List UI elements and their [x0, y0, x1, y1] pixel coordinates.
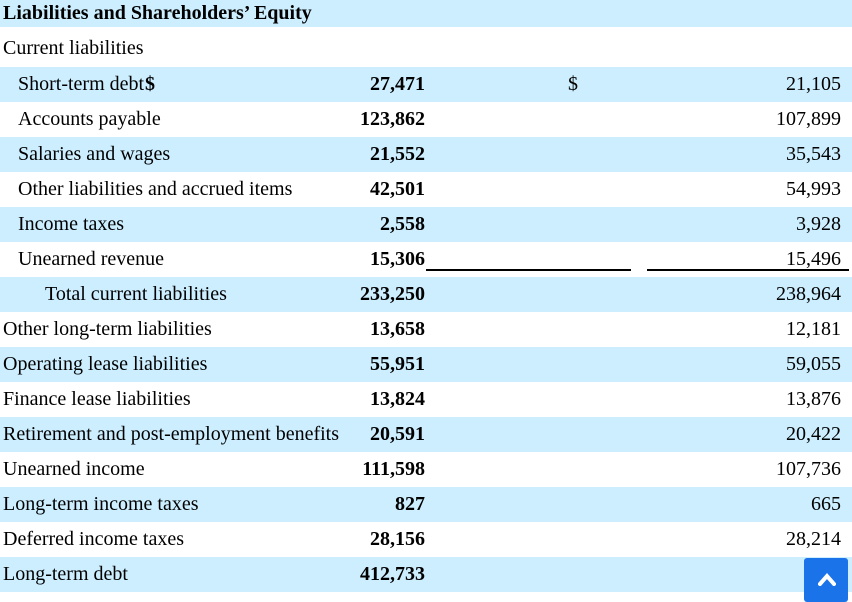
row-label: Operating lease liabilities: [0, 347, 207, 382]
prior-year-value: 238,964: [710, 277, 852, 312]
arrow-up-icon: [818, 572, 836, 586]
current-year-value: 111,598: [362, 458, 425, 480]
prior-year-value: 15,496: [786, 248, 841, 270]
prior-year-value: 3,928: [710, 207, 852, 242]
row-label: Other liabilities and accrued items: [18, 178, 293, 200]
table-row: Accounts payable 123,862 107,899: [0, 102, 852, 137]
prior-year-value: 35,543: [710, 137, 852, 172]
row-label: Other long-term liabilities: [3, 318, 212, 340]
row-label: Accounts payable: [18, 108, 161, 130]
subsection-title: Current liabilities: [3, 36, 144, 59]
row-label: Long-term income taxes: [0, 487, 199, 522]
row-label: Unearned revenue: [18, 248, 165, 270]
row-label: Retirement and post-employment benefits: [0, 417, 339, 452]
current-year-value: 28,156: [370, 528, 425, 550]
current-year-value: 412,733: [284, 557, 426, 592]
row-label: Salaries and wages: [0, 137, 170, 172]
current-year-value: 123,862: [360, 108, 425, 130]
table-row: Unearned revenue 15,306 15,496: [0, 242, 852, 277]
table-row: Salaries and wages 21,552 35,543: [0, 137, 852, 172]
current-year-value: 233,250: [284, 277, 426, 312]
current-year-value: 15,306: [370, 248, 425, 270]
prior-year-value: 665: [710, 487, 852, 522]
current-year-value: 55,951: [284, 347, 426, 382]
table-row: Deferred income taxes 28,156 28,214: [0, 522, 852, 557]
prior-year-value: 107,899: [776, 108, 841, 130]
current-year-value: 27,471: [284, 67, 426, 102]
section-header-row: Liabilities and Shareholders’ Equity: [0, 0, 852, 27]
current-year-value: 21,552: [284, 137, 426, 172]
prior-year-value: 20,422: [710, 417, 852, 452]
scroll-to-top-button[interactable]: [804, 558, 848, 602]
table-row: Long-term income taxes 827 665: [0, 487, 852, 522]
current-year-value: 20,591: [284, 417, 426, 452]
prior-year-value: 59,055: [710, 347, 852, 382]
subtotal-underline-prior: [647, 269, 849, 271]
table-row: Other liabilities and accrued items 42,5…: [0, 172, 852, 207]
row-label: Deferred income taxes: [3, 528, 185, 550]
current-year-value: 42,501: [370, 178, 425, 200]
current-year-value: 13,658: [370, 318, 425, 340]
currency-symbol: $: [568, 67, 710, 102]
total-row: Total current liabilities 233,250 238,96…: [0, 277, 852, 312]
table-row: Unearned income 111,598 107,736: [0, 452, 852, 487]
table-row: Operating lease liabilities 55,951 59,05…: [0, 347, 852, 382]
current-year-value: 13,824: [370, 388, 425, 410]
current-year-value: 2,558: [284, 207, 426, 242]
section-title: Liabilities and Shareholders’ Equity: [0, 0, 852, 27]
prior-year-value: 54,993: [786, 178, 841, 200]
row-label: Unearned income: [3, 458, 145, 480]
row-label: Finance lease liabilities: [3, 388, 191, 410]
currency-symbol: $: [142, 67, 284, 102]
prior-year-value: 13,876: [786, 388, 841, 410]
prior-year-value: 12,181: [786, 318, 841, 340]
row-label: Total current liabilities: [0, 277, 227, 312]
subsection-row: Current liabilities: [0, 27, 852, 67]
table-row: Income taxes 2,558 3,928: [0, 207, 852, 242]
current-year-value: 827: [284, 487, 426, 522]
table-row: Short-term debt $ 27,471 $ 21,105: [0, 67, 852, 102]
table-row: Finance lease liabilities 13,824 13,876: [0, 382, 852, 417]
table-row: Long-term debt 412,733 410,: [0, 557, 852, 592]
row-label: Short-term debt: [0, 67, 144, 102]
subtotal-underline-current: [426, 269, 631, 271]
prior-year-value: 107,736: [776, 458, 841, 480]
prior-year-value: 28,214: [786, 528, 841, 550]
prior-year-value: 21,105: [710, 67, 852, 102]
row-label: Long-term debt: [0, 557, 142, 592]
table-row: Retirement and post-employment benefits …: [0, 417, 852, 452]
row-label: Income taxes: [0, 207, 142, 242]
table-row: Other long-term liabilities 13,658 12,18…: [0, 312, 852, 347]
